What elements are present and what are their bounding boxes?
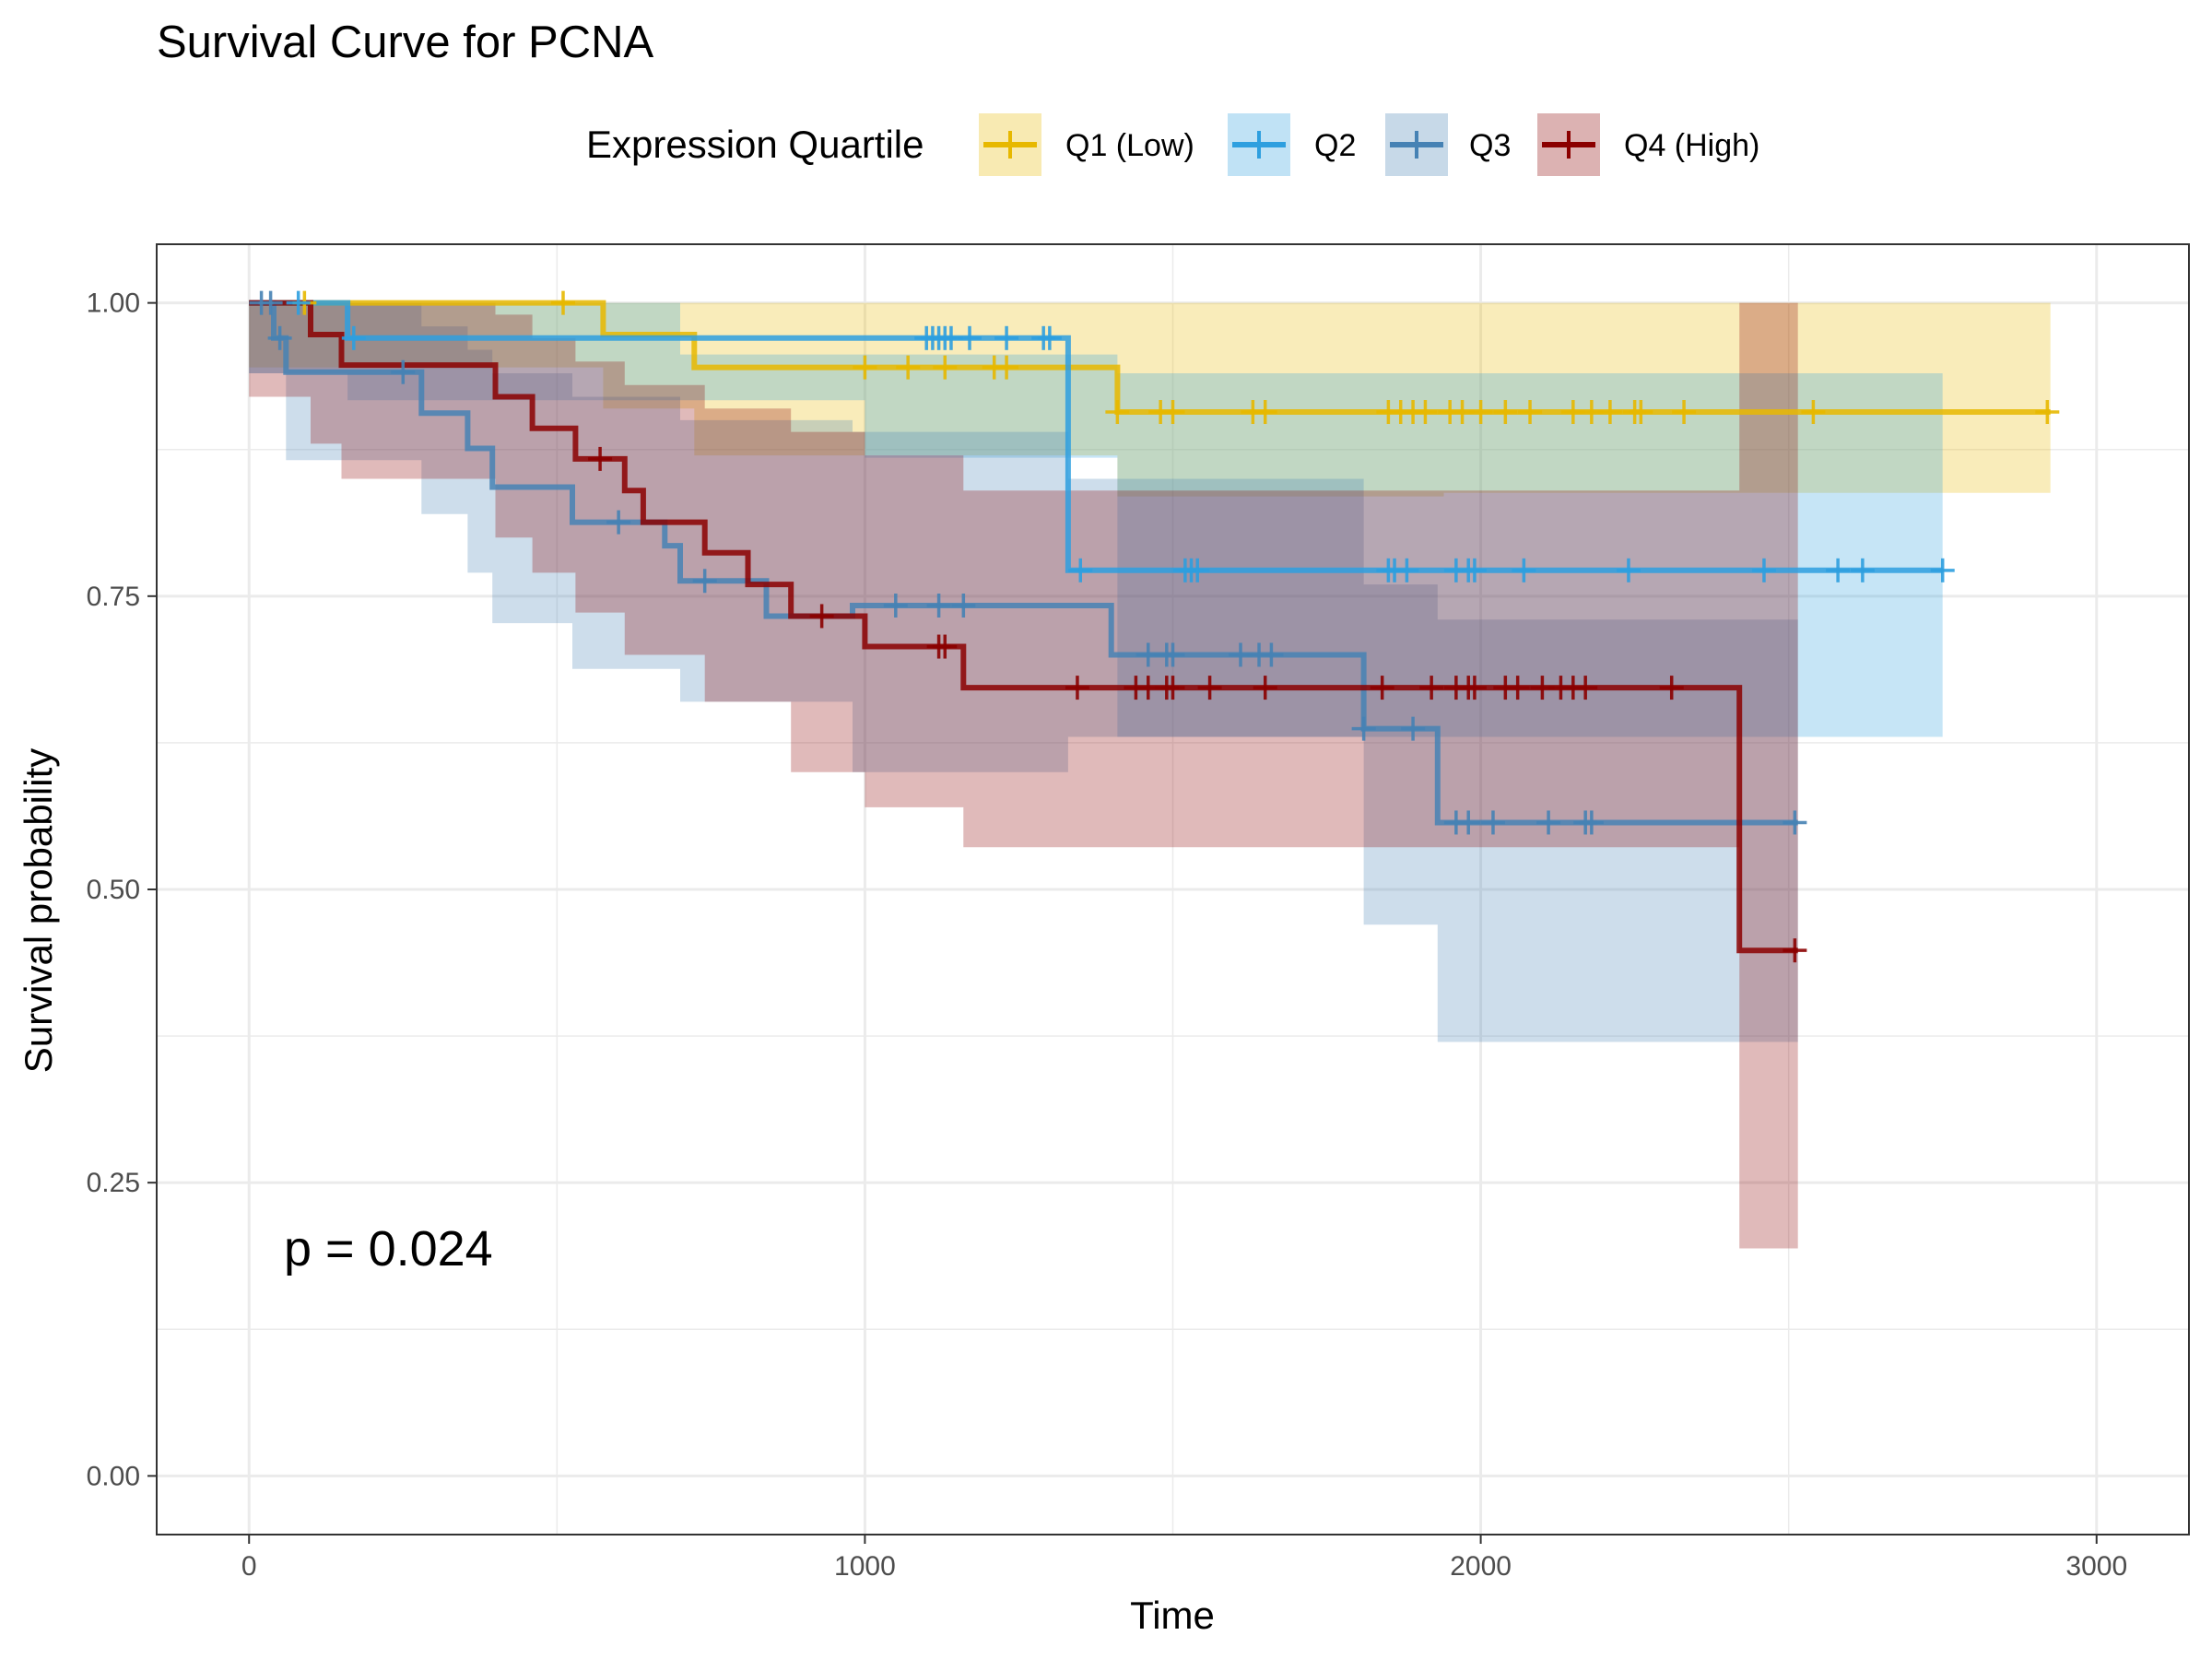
- x-tick-label: 3000: [2065, 1551, 2127, 1582]
- censor-mark-q3: [883, 594, 908, 618]
- censor-marks: [249, 290, 2060, 963]
- censor-mark-q3: [1579, 810, 1604, 835]
- censor-mark-q3: [391, 359, 416, 384]
- y-axis-title: Survival probability: [17, 748, 60, 1074]
- censor-mark-q1-low: [1518, 400, 1543, 424]
- censor-mark-q3: [1351, 716, 1376, 741]
- censor-mark-q1-low: [896, 355, 921, 380]
- censor-mark-q4-high: [1253, 676, 1277, 700]
- legend-key-q2: [1228, 113, 1290, 176]
- censor-mark-q1-low: [1413, 400, 1438, 424]
- censor-mark-q3: [1259, 642, 1284, 667]
- survival-curve-q2: [249, 300, 1943, 573]
- ci-band-q3: [249, 302, 1798, 1042]
- legend-label-q4-high: Q4 (High): [1624, 128, 1759, 163]
- legend-label-q1-low: Q1 (Low): [1065, 128, 1194, 163]
- censor-mark-q2: [1850, 558, 1875, 582]
- censor-mark-q2: [1185, 558, 1210, 582]
- censor-mark-q4-high: [933, 634, 958, 659]
- censor-mark-q4-high: [1573, 676, 1598, 700]
- y-tick-label: 0.75: [87, 582, 140, 612]
- y-tick-label: 0.25: [87, 1168, 140, 1198]
- censor-mark-q3: [606, 510, 631, 535]
- censor-mark-q2: [1512, 558, 1536, 582]
- legend-key-q1-low: [979, 113, 1041, 176]
- censor-mark-q3: [267, 325, 292, 350]
- censor-mark-q4-high: [1419, 676, 1444, 700]
- censor-mark-q4-high: [1783, 938, 1807, 963]
- censor-mark-q1-low: [2035, 400, 2060, 424]
- censor-mark-q3: [258, 290, 283, 315]
- x-tick-label: 0: [241, 1551, 257, 1582]
- censor-mark-q3: [926, 594, 951, 618]
- censor-mark-q4-high: [588, 446, 613, 471]
- censor-mark-q4-high: [1505, 676, 1530, 700]
- censor-mark-q4-high: [1160, 676, 1185, 700]
- censor-mark-q3: [951, 594, 976, 618]
- censor-mark-q4-high: [809, 604, 834, 629]
- censor-mark-q3: [1401, 716, 1426, 741]
- censor-mark-q2: [341, 325, 366, 350]
- legend-title: Expression Quartile: [586, 123, 924, 166]
- censor-mark-q2: [1462, 558, 1487, 582]
- censor-mark-q1-low: [1801, 400, 1826, 424]
- censor-mark-q1-low: [1672, 400, 1697, 424]
- censor-mark-q2: [958, 325, 982, 350]
- censor-mark-q2: [1930, 558, 1955, 582]
- y-tick-label: 1.00: [87, 288, 140, 319]
- censor-mark-q3: [1536, 810, 1561, 835]
- censor-mark-q3: [1160, 642, 1185, 667]
- legend-label-q3: Q3: [1469, 128, 1511, 163]
- censor-mark-q3: [1480, 810, 1505, 835]
- y-tick-label: 0.50: [87, 875, 140, 905]
- censor-mark-q2: [1826, 558, 1851, 582]
- censor-mark-q2: [1068, 558, 1093, 582]
- censor-mark-q1-low: [1468, 400, 1493, 424]
- axes: 0 1000 2000 3000 0.00 0.25 0.50 0.75 1.00: [87, 288, 2128, 1582]
- censor-mark-q2: [1037, 325, 1062, 350]
- censor-mark-q2: [1616, 558, 1641, 582]
- ci-band-q4-high: [249, 302, 1798, 1249]
- censor-mark-q1-low: [994, 355, 1019, 380]
- censor-mark-q1-low: [853, 355, 877, 380]
- censor-mark-q4-high: [1370, 676, 1394, 700]
- legend-key-q3: [1385, 113, 1448, 176]
- censor-mark-q1-low: [1597, 400, 1622, 424]
- censor-mark-q1-low: [551, 290, 575, 315]
- censor-mark-q1-low: [1493, 400, 1518, 424]
- chart-title: Survival Curve for PCNA: [157, 18, 653, 67]
- p-value-annotation: p = 0.024: [284, 1221, 493, 1277]
- censor-mark-q2: [1751, 558, 1776, 582]
- censor-mark-q3: [1456, 810, 1481, 835]
- censor-mark-q1-low: [1629, 400, 1653, 424]
- censor-mark-q1-low: [1253, 400, 1277, 424]
- confidence-bands: [249, 302, 2051, 1249]
- x-tick-label: 2000: [1450, 1551, 1512, 1582]
- legend-key-q4-high: [1537, 113, 1600, 176]
- censor-mark-q4-high: [1462, 676, 1487, 700]
- legend: Expression Quartile Q1 (Low) Q2 Q3 Q4 (High…: [586, 113, 1759, 176]
- ci-band-q1-low: [249, 302, 2051, 497]
- plot-panel: [156, 243, 2190, 1535]
- censor-mark-q3: [692, 569, 717, 594]
- censor-mark-q4-high: [1197, 676, 1222, 700]
- x-tick-label: 1000: [834, 1551, 896, 1582]
- censor-mark-q4-high: [1065, 676, 1089, 700]
- censor-mark-q2: [286, 290, 311, 315]
- censor-mark-q4-high: [1659, 676, 1684, 700]
- survival-curve-q4-high: [249, 300, 1798, 954]
- x-axis-title: Time: [1130, 1594, 1215, 1637]
- censor-mark-q1-low: [1105, 400, 1130, 424]
- censor-mark-q2: [1394, 558, 1419, 582]
- censor-mark-q2: [994, 325, 1019, 350]
- legend-label-q2: Q2: [1314, 128, 1356, 163]
- censor-mark-q3: [1783, 810, 1807, 835]
- y-tick-label: 0.00: [87, 1461, 140, 1491]
- censor-mark-q1-low: [933, 355, 958, 380]
- censor-mark-q1-low: [1160, 400, 1185, 424]
